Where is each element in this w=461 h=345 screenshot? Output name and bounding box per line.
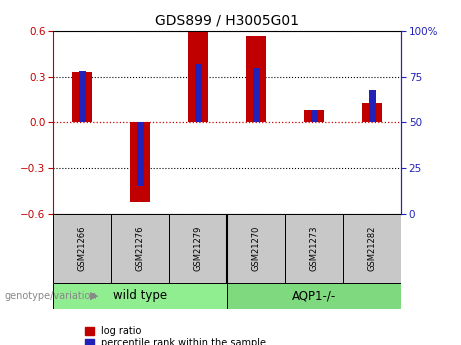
Text: GSM21276: GSM21276 — [136, 226, 145, 271]
Title: GDS899 / H3005G01: GDS899 / H3005G01 — [155, 13, 299, 27]
Bar — [311, 110, 318, 122]
Bar — [72, 72, 92, 122]
Bar — [111, 214, 169, 283]
Bar — [253, 68, 260, 122]
Text: GSM21266: GSM21266 — [77, 226, 87, 271]
Text: ▶: ▶ — [90, 291, 98, 301]
Bar — [136, 122, 143, 187]
Bar — [169, 214, 227, 283]
Bar — [343, 214, 401, 283]
Bar — [130, 122, 150, 202]
Bar — [304, 110, 324, 122]
Text: wild type: wild type — [113, 289, 167, 302]
Bar — [195, 64, 201, 122]
Text: AQP1-/-: AQP1-/- — [292, 289, 336, 302]
Bar — [188, 32, 208, 122]
Legend: log ratio, percentile rank within the sample: log ratio, percentile rank within the sa… — [81, 323, 270, 345]
Text: GSM21273: GSM21273 — [309, 226, 319, 271]
Bar — [53, 214, 111, 283]
Bar — [362, 103, 382, 122]
Text: genotype/variation: genotype/variation — [5, 291, 97, 301]
Bar — [53, 283, 227, 309]
Bar — [78, 71, 85, 122]
Text: GSM21279: GSM21279 — [194, 226, 202, 271]
Bar — [369, 90, 376, 122]
Bar — [285, 214, 343, 283]
Bar — [246, 36, 266, 122]
Text: GSM21282: GSM21282 — [367, 226, 377, 271]
Bar — [227, 283, 401, 309]
Bar — [227, 214, 285, 283]
Text: GSM21270: GSM21270 — [252, 226, 260, 271]
